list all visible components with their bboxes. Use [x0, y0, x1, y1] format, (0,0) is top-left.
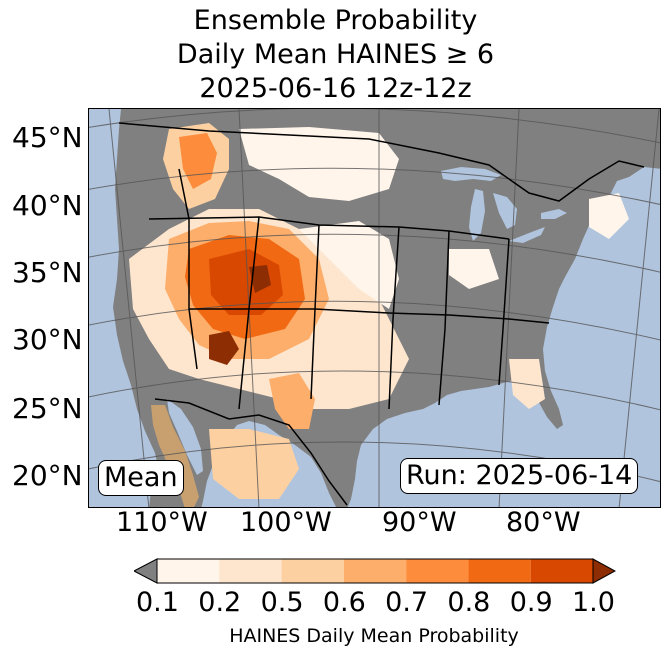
us-canada-border — [118, 122, 645, 202]
state-border-4 — [189, 308, 390, 314]
colorbar-tick-1: 0.2 — [198, 587, 242, 618]
lake-ontario — [541, 209, 567, 219]
mean-label: Mean — [98, 460, 184, 496]
prob-midwest — [449, 249, 499, 289]
lat-label-45: 45°N — [12, 121, 83, 154]
baja-peninsula — [151, 405, 199, 507]
lat-label-25: 25°N — [12, 392, 83, 425]
prob-north-plains — [239, 127, 399, 201]
lat-line-30 — [89, 300, 660, 341]
state-border-1 — [148, 216, 510, 240]
lon-line-110 — [108, 109, 150, 507]
colorbar-segment-1 — [219, 559, 282, 583]
colorbar-segments — [157, 559, 593, 583]
colorbar-segment-3 — [343, 559, 407, 583]
prob-mexico — [209, 429, 299, 499]
state-border-7 — [388, 312, 550, 324]
lon-label-80: 80°W — [506, 507, 581, 538]
state-border-9 — [178, 168, 198, 370]
lon-line-70 — [618, 109, 660, 507]
lake-erie — [509, 227, 545, 243]
prob-texas — [269, 373, 315, 429]
lon-label-90: 90°W — [382, 507, 457, 538]
state-border-6 — [438, 230, 450, 406]
lat-line-35 — [89, 233, 660, 273]
lake-michigan — [469, 189, 485, 241]
prob-arizona-peak — [209, 331, 239, 365]
borders — [118, 122, 645, 506]
title-line-3: 2025-06-16 12z-12z — [199, 73, 472, 104]
colorbar-tick-4: 0.7 — [385, 587, 429, 618]
colorbar-tick-2: 0.5 — [260, 587, 304, 618]
lat-label-35: 35°N — [12, 256, 83, 289]
state-border-8 — [498, 238, 510, 386]
colorbar-tick-5: 0.8 — [447, 587, 491, 618]
colorbar-tick-0: 0.1 — [136, 587, 179, 618]
prob-northeast — [589, 193, 629, 239]
colorbar-frame — [156, 558, 594, 584]
colorbar-segment-2 — [281, 559, 344, 583]
colorbar-under-arrow — [134, 558, 158, 584]
gulf-of-california — [167, 399, 203, 475]
lon-label-100: 100°W — [240, 507, 332, 538]
colorbar-segment-6 — [530, 559, 593, 583]
run-label: Run: 2025-06-14 — [400, 458, 639, 494]
colorbar-tick-3: 0.6 — [322, 587, 366, 618]
map-canvas — [89, 109, 660, 507]
colorbar-segment-5 — [468, 559, 531, 583]
us-mexico-border — [154, 398, 348, 506]
lon-line-80 — [498, 109, 520, 507]
lat-line-45 — [89, 109, 660, 144]
colorbar-segment-4 — [406, 559, 469, 583]
probability-map — [88, 108, 661, 508]
lat-label-40: 40°N — [12, 189, 83, 222]
lake-superior — [441, 167, 501, 181]
colorbar-label: HAINES Daily Mean Probability — [229, 625, 519, 647]
map-title: Ensemble Probability Daily Mean HAINES ≥… — [0, 4, 671, 106]
colorbar-segment-0 — [157, 559, 220, 583]
lon-label-110: 110°W — [116, 507, 208, 538]
lat-line-25 — [89, 370, 660, 411]
prob-colorado-peak — [249, 265, 271, 293]
lat-label-20: 20°N — [12, 459, 83, 492]
prob-central-plains — [299, 221, 399, 309]
colorbar-over-arrow — [592, 558, 616, 584]
colorbar-tick-7: 1.0 — [572, 587, 615, 618]
lake-huron — [493, 193, 517, 229]
colorbar-tick-6: 0.9 — [509, 587, 553, 618]
title-line-2: Daily Mean HAINES ≥ 6 — [176, 39, 495, 70]
probability-fill — [129, 123, 629, 499]
state-border-5 — [388, 226, 400, 410]
title-line-1: Ensemble Probability — [193, 5, 478, 36]
colorbar — [134, 558, 616, 584]
lat-line-40 — [89, 167, 660, 205]
lat-label-30: 30°N — [12, 323, 83, 356]
